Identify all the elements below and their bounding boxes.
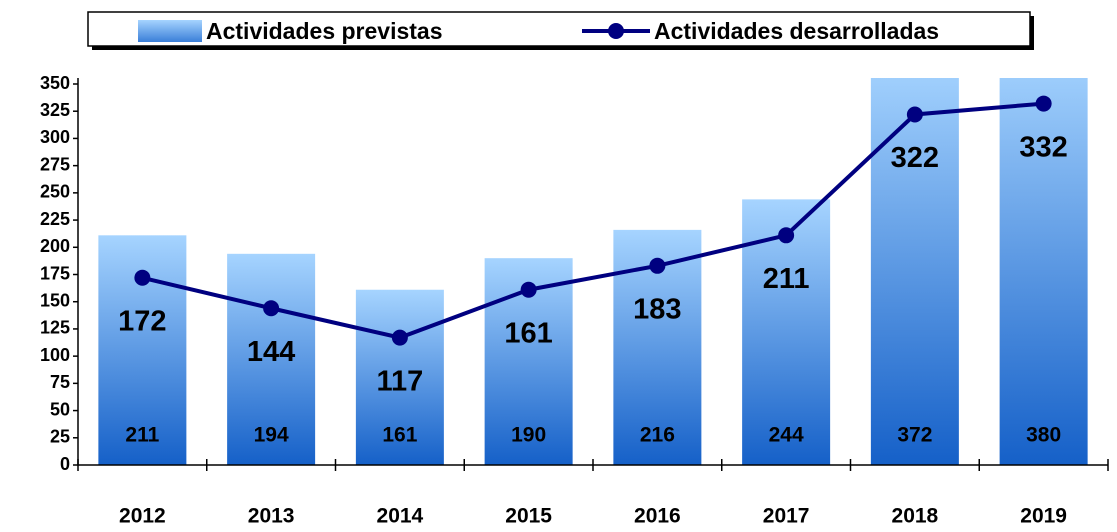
x-tick-label: 2016 xyxy=(634,505,681,527)
line-marker xyxy=(1035,95,1052,112)
y-tick-label: 350 xyxy=(40,73,70,93)
line xyxy=(141,101,1044,340)
line-marker xyxy=(391,329,408,346)
line-marker xyxy=(134,269,151,286)
y-tick-label: 250 xyxy=(40,182,70,202)
bar-value-label: 244 xyxy=(769,424,804,447)
x-tick-label: 2015 xyxy=(505,505,552,527)
bar xyxy=(227,253,316,465)
x-tick-label: 2014 xyxy=(377,505,424,527)
bar-value-label: 190 xyxy=(511,424,546,447)
legend-swatch xyxy=(138,20,202,42)
bar-value-label: 380 xyxy=(1026,424,1061,447)
y-tick-label: 125 xyxy=(40,318,70,338)
x-tick-label: 2018 xyxy=(892,505,939,527)
bar-value-label: 161 xyxy=(382,424,417,447)
bar xyxy=(355,289,444,465)
y-tick-label: 325 xyxy=(40,100,70,120)
y-tick-label: 50 xyxy=(50,399,70,419)
bar-value-label: 216 xyxy=(640,424,675,447)
y-tick-label: 100 xyxy=(40,345,70,365)
bar-value-label: 211 xyxy=(125,424,159,447)
line-value-label: 183 xyxy=(633,293,681,325)
y-tick-label: 0 xyxy=(60,454,70,474)
x-tick-label: 2019 xyxy=(1020,505,1067,527)
legend-label: Actividades previstas xyxy=(206,18,443,44)
legend-box xyxy=(87,11,1031,47)
y-tick-label: 225 xyxy=(40,209,70,229)
bar-value-label: 372 xyxy=(897,424,932,447)
legend-swatch xyxy=(608,23,624,39)
line-marker xyxy=(778,227,795,244)
line-value-label: 211 xyxy=(763,263,810,295)
y-tick-label: 25 xyxy=(50,427,70,447)
legend: Actividades previstas Actividades desarr… xyxy=(87,11,1034,50)
line-value-label: 161 xyxy=(504,317,552,349)
line-marker xyxy=(649,257,666,274)
y-tick-label: 75 xyxy=(50,372,70,392)
legend-label: Actividades desarrolladas xyxy=(654,18,939,44)
line-value-label: 117 xyxy=(376,365,423,397)
x-tick-label: 2017 xyxy=(763,505,810,527)
bar xyxy=(999,78,1088,465)
y-tick-label: 300 xyxy=(40,127,70,147)
y-tick-label: 275 xyxy=(40,154,70,174)
line-value-label: 332 xyxy=(1019,131,1067,163)
x-tick-label: 2013 xyxy=(248,505,295,527)
line-marker xyxy=(906,106,923,123)
line-marker xyxy=(263,300,280,317)
y-tick-label: 200 xyxy=(40,236,70,256)
bar-value-label: 194 xyxy=(254,424,289,447)
x-tick-label: 2012 xyxy=(119,505,166,527)
line-value-label: 144 xyxy=(247,336,295,368)
y-tick-label: 150 xyxy=(40,290,70,310)
line-marker xyxy=(520,281,537,298)
y-tick-label: 175 xyxy=(40,263,70,283)
line-value-label: 172 xyxy=(118,305,166,337)
line-value-label: 322 xyxy=(891,142,939,174)
